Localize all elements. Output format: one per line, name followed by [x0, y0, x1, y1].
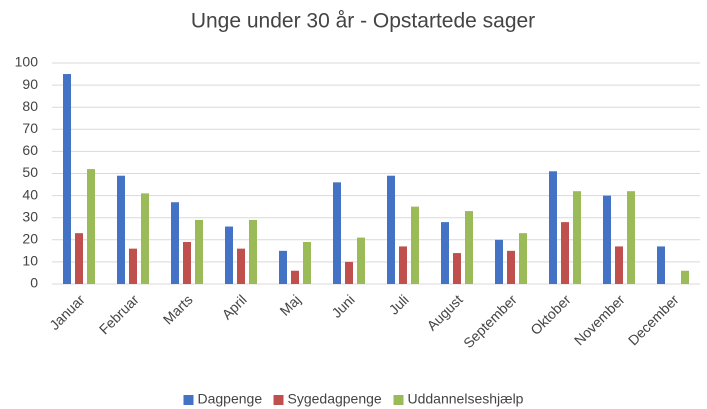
- x-tick-label: Januar: [46, 291, 88, 333]
- chart-title: Unge under 30 år - Opstartede sager: [191, 10, 535, 33]
- x-tick-label: Oktober: [527, 291, 574, 338]
- x-tick-label: Maj: [276, 291, 303, 318]
- y-tick-label: 50: [22, 164, 38, 180]
- bar: [75, 233, 83, 284]
- y-tick-label: 20: [22, 231, 38, 247]
- legend-label: Dagpenge: [198, 391, 263, 407]
- bar: [615, 246, 623, 284]
- bar: [237, 248, 245, 284]
- legend-label: Uddannelseshjælp: [408, 391, 524, 407]
- legend-swatch: [273, 395, 284, 405]
- x-tick-label: November: [571, 291, 628, 348]
- bar: [657, 246, 665, 284]
- bar: [519, 233, 527, 284]
- y-tick-label: 90: [22, 76, 38, 92]
- bar: [465, 211, 473, 284]
- bar: [507, 250, 515, 284]
- bar: [129, 248, 137, 284]
- bar: [117, 175, 125, 284]
- bar: [681, 270, 689, 284]
- bar: [495, 239, 503, 284]
- bar: [279, 250, 287, 284]
- bar: [627, 191, 635, 284]
- x-tick-label: April: [219, 291, 250, 322]
- y-tick-label: 60: [22, 142, 38, 158]
- x-tick-label: August: [424, 291, 466, 333]
- y-tick-label: 100: [15, 54, 39, 70]
- bar: [195, 219, 203, 284]
- x-tick-label: December: [625, 291, 682, 348]
- bar: [249, 219, 257, 284]
- bar: [291, 270, 299, 284]
- bar: [453, 253, 461, 284]
- bar: [345, 261, 353, 284]
- y-tick-label: 10: [22, 253, 38, 269]
- bar: [225, 226, 233, 284]
- bar: [63, 74, 71, 284]
- x-tick-label: September: [460, 291, 520, 351]
- bar: [399, 246, 407, 284]
- bar: [411, 206, 419, 284]
- bar: [357, 237, 365, 284]
- bar: [549, 171, 557, 284]
- legend-swatch: [393, 395, 404, 405]
- legend-label: Sygedagpenge: [288, 391, 382, 407]
- bar: [303, 242, 311, 284]
- bar: [573, 191, 581, 284]
- x-tick-label: Marts: [160, 291, 196, 327]
- y-tick-label: 70: [22, 120, 38, 136]
- bar: [171, 202, 179, 284]
- bar: [561, 222, 569, 284]
- y-tick-label: 0: [30, 275, 38, 291]
- x-tick-label: Februar: [96, 291, 142, 337]
- bar: [141, 193, 149, 284]
- legend-swatch: [183, 395, 194, 405]
- bar: [87, 169, 95, 284]
- x-tick-label: Juli: [386, 291, 412, 317]
- x-tick-label: Juni: [328, 291, 357, 320]
- bar: [387, 175, 395, 284]
- y-tick-label: 40: [22, 186, 38, 202]
- bar: [333, 182, 341, 284]
- bar: [603, 195, 611, 284]
- bar: [183, 242, 191, 284]
- y-tick-label: 80: [22, 98, 38, 114]
- y-tick-label: 30: [22, 208, 38, 224]
- bar: [441, 222, 449, 284]
